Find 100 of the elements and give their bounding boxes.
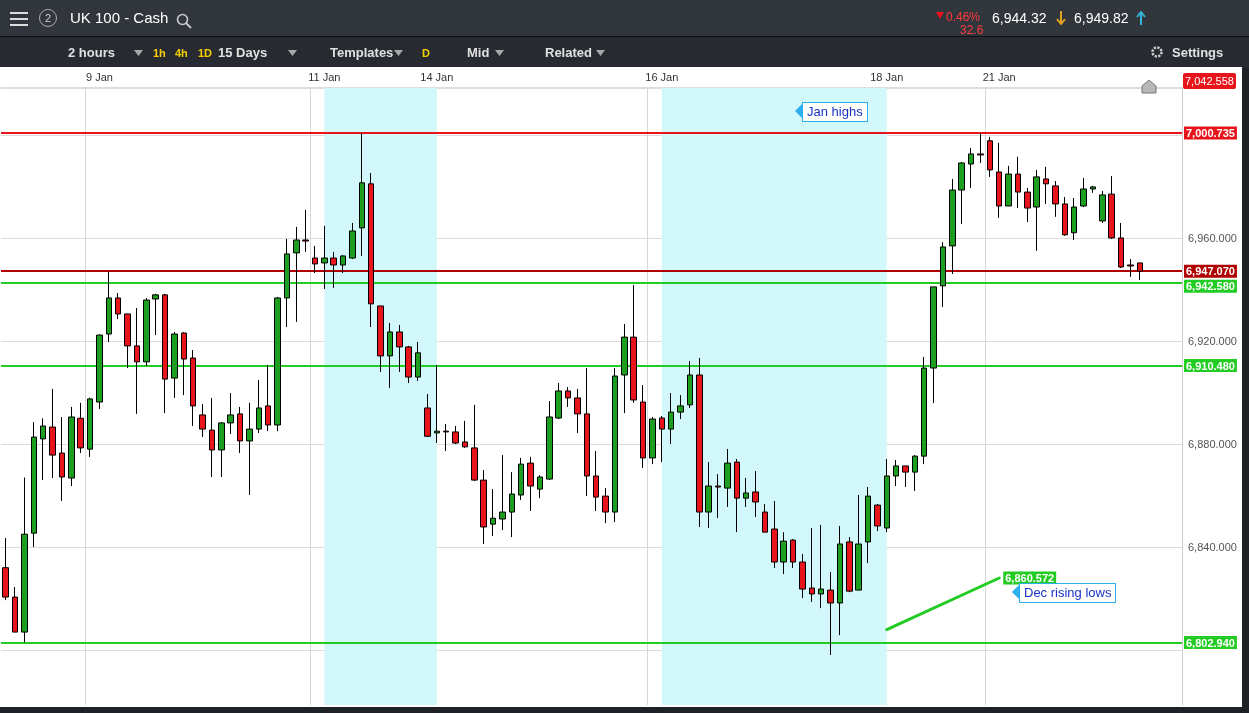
candlestick xyxy=(434,364,440,444)
candlestick xyxy=(1108,175,1115,240)
candlestick xyxy=(443,423,449,452)
candlestick xyxy=(752,470,759,518)
candlestick xyxy=(359,132,365,257)
candlestick xyxy=(312,245,318,274)
candlestick xyxy=(227,392,234,435)
candlestick xyxy=(1015,156,1021,209)
candlestick xyxy=(602,487,609,524)
candlestick xyxy=(499,454,506,531)
candlestick xyxy=(181,331,187,396)
candlestick xyxy=(649,416,656,465)
candlestick xyxy=(31,421,37,548)
x-tick-label: 14 Jan xyxy=(420,70,454,83)
candlestick xyxy=(106,271,112,343)
y-tick-label: 6,840.000 xyxy=(1188,541,1237,554)
annotation: Dec rising lows xyxy=(1019,583,1117,603)
candlestick xyxy=(265,364,271,432)
candlestick xyxy=(621,323,628,414)
candlestick xyxy=(471,404,478,482)
candlestick xyxy=(593,450,599,512)
candlestick xyxy=(87,397,93,458)
candlestick xyxy=(1137,262,1143,281)
candlestick xyxy=(677,394,684,420)
candlestick xyxy=(162,293,168,414)
candlestick xyxy=(274,296,281,432)
candlestick xyxy=(527,456,534,512)
candlestick xyxy=(809,527,815,603)
candlestick xyxy=(396,324,403,373)
candlestick xyxy=(940,241,946,308)
candlestick xyxy=(640,384,646,469)
y-tick-label: 6,960.000 xyxy=(1188,231,1237,244)
candlestick xyxy=(368,172,374,328)
candlestick xyxy=(837,525,843,636)
candlestick xyxy=(124,313,131,369)
candlestick xyxy=(115,292,121,320)
candlestick xyxy=(968,147,974,189)
text: 1h xyxy=(153,46,166,61)
x-tick-label: 9 Jan xyxy=(85,70,113,83)
candlestick xyxy=(930,286,937,404)
text: Related xyxy=(545,45,592,61)
text: 1D xyxy=(198,46,213,61)
candlestick xyxy=(209,397,215,478)
text: 0.46% xyxy=(946,9,981,25)
candlestick xyxy=(284,238,290,328)
candlestick xyxy=(2,537,9,601)
candlestick xyxy=(452,425,459,445)
candlestick xyxy=(734,458,740,533)
text: D xyxy=(422,46,430,61)
candlestick xyxy=(152,293,159,336)
candlestick xyxy=(171,331,178,399)
candlestick xyxy=(1062,196,1068,237)
candlestick xyxy=(921,356,927,465)
candlestick xyxy=(77,402,84,454)
text: Templates xyxy=(330,45,394,61)
candlestick xyxy=(827,571,834,656)
candlestick xyxy=(190,349,196,427)
candlestick xyxy=(668,392,674,445)
candlestick xyxy=(715,473,721,519)
candlestick xyxy=(1033,169,1040,252)
candlestick xyxy=(855,494,862,591)
candlestick xyxy=(846,536,853,593)
candlestick xyxy=(996,142,1002,219)
candlestick xyxy=(480,469,487,545)
candlestick xyxy=(330,251,337,289)
candlestick xyxy=(780,531,787,575)
candlestick xyxy=(537,474,543,499)
candlestick xyxy=(799,553,806,599)
candlestick xyxy=(1099,190,1106,224)
candlestick xyxy=(874,503,881,532)
text: 2 xyxy=(39,9,57,27)
candlestick xyxy=(321,225,328,290)
candlestick xyxy=(509,471,515,538)
candlestick xyxy=(790,538,796,569)
candlestick xyxy=(1005,165,1012,207)
text: 4h xyxy=(175,46,188,61)
candlestick xyxy=(246,402,253,496)
candlestick xyxy=(912,454,918,492)
candlestick xyxy=(256,379,262,434)
candlestick xyxy=(771,500,778,569)
x-tick-label: 11 Jan xyxy=(308,70,341,83)
candlestick xyxy=(349,222,356,260)
candlestick xyxy=(1090,185,1096,194)
x-tick-label: 18 Jan xyxy=(870,70,904,83)
candlestick xyxy=(724,448,731,508)
candlestick xyxy=(218,421,225,478)
candlestick xyxy=(424,393,431,438)
text: Mid xyxy=(467,45,490,61)
text: 6,949.82 xyxy=(1074,10,1129,26)
candlestick xyxy=(96,334,103,410)
candlestick xyxy=(949,178,956,275)
candlestick xyxy=(696,357,703,528)
candlestick xyxy=(387,322,393,389)
ref-line-label: 6,947.070 xyxy=(1186,265,1235,278)
text: 7,042.558 xyxy=(1183,73,1236,89)
x-tick-label: 16 Jan xyxy=(645,70,679,83)
y-tick-label: 6,920.000 xyxy=(1188,334,1237,347)
text: 32.6 xyxy=(960,22,984,38)
y-tick-label: 6,880.000 xyxy=(1188,438,1237,451)
candlestick xyxy=(199,403,206,438)
